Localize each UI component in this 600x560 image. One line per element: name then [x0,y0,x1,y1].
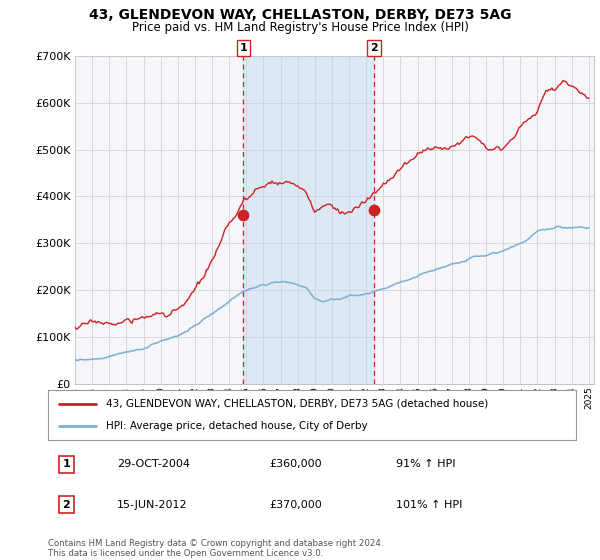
Text: HPI: Average price, detached house, City of Derby: HPI: Average price, detached house, City… [106,421,368,431]
Text: £370,000: £370,000 [270,500,323,510]
Text: 15-JUN-2012: 15-JUN-2012 [116,500,187,510]
Text: 43, GLENDEVON WAY, CHELLASTON, DERBY, DE73 5AG (detached house): 43, GLENDEVON WAY, CHELLASTON, DERBY, DE… [106,399,488,409]
Bar [244,56,374,384]
Text: 1: 1 [62,459,70,469]
Text: 2: 2 [62,500,70,510]
Text: £360,000: £360,000 [270,459,322,469]
Point [369,206,379,215]
Text: Contains HM Land Registry data © Crown copyright and database right 2024.
This d: Contains HM Land Registry data © Crown c… [48,539,383,558]
Point [239,211,248,220]
Text: 29-OCT-2004: 29-OCT-2004 [116,459,190,469]
Text: 101% ↑ HPI: 101% ↑ HPI [397,500,463,510]
Text: Price paid vs. HM Land Registry's House Price Index (HPI): Price paid vs. HM Land Registry's House … [131,21,469,34]
Text: 43, GLENDEVON WAY, CHELLASTON, DERBY, DE73 5AG: 43, GLENDEVON WAY, CHELLASTON, DERBY, DE… [89,8,511,22]
Text: 91% ↑ HPI: 91% ↑ HPI [397,459,456,469]
Text: 1: 1 [239,43,247,53]
Text: 2: 2 [370,43,378,53]
